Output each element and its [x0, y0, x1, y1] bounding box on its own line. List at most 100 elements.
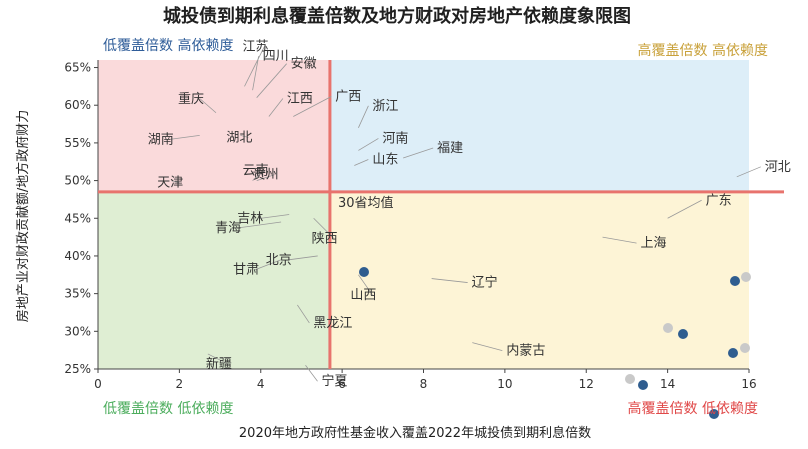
- y-tick-label: 50%: [64, 174, 91, 188]
- quadrant-top-right: [329, 60, 749, 192]
- average-dividers: [98, 60, 784, 369]
- quadrant-label-top-left: 低覆盖倍数 高依赖度: [103, 37, 233, 54]
- province-label: 河北: [765, 160, 791, 175]
- province-label: 湖南: [148, 131, 174, 147]
- province-label: 甘肃: [233, 263, 259, 278]
- province-label: 黑龙江: [313, 316, 352, 331]
- leader-line: [293, 96, 332, 117]
- y-tick-label: 65%: [64, 61, 91, 75]
- x-tick-label: 0: [94, 377, 102, 391]
- leader-line: [431, 278, 468, 283]
- quadrant-top-left: [98, 60, 330, 192]
- leader-line: [237, 221, 282, 229]
- leader-line: [207, 353, 229, 365]
- decorative-dot: [678, 329, 688, 339]
- x-tick-label: 6: [338, 377, 346, 391]
- province-label: 江西: [287, 92, 313, 107]
- decorative-dot: [741, 272, 751, 282]
- decorative-dot: [709, 409, 719, 419]
- province-label: 重庆: [178, 91, 204, 107]
- chart-title: 城投债到期利息覆盖倍数及地方财政对房地产依赖度象限图: [163, 5, 631, 27]
- quadrant-backgrounds: [98, 60, 749, 369]
- province-label: 江苏: [242, 38, 268, 54]
- leader-line: [602, 236, 637, 244]
- decorative-dot: [625, 374, 635, 384]
- province-label: 辽宁: [472, 275, 498, 291]
- x-tick-label: 12: [579, 377, 594, 391]
- province-label: 贵州: [253, 168, 279, 183]
- quadrant-label-bottom-right: 高覆盖倍数 低依赖度: [628, 400, 758, 417]
- average-label: 30省均值: [338, 195, 394, 211]
- leader-line: [169, 134, 200, 140]
- province-label: 新疆: [206, 356, 232, 372]
- leader-line: [297, 304, 310, 324]
- leader-line: [259, 214, 290, 219]
- leader-line: [268, 98, 284, 117]
- leader-line: [287, 255, 318, 261]
- leader-line: [472, 342, 503, 352]
- province-label: 福建: [437, 141, 463, 156]
- leader-line: [254, 259, 282, 271]
- leader-line: [252, 56, 260, 91]
- leader-line: [199, 98, 217, 114]
- decorative-dot: [663, 323, 673, 333]
- province-label: 山西: [350, 288, 376, 303]
- x-tick-label: 4: [257, 377, 265, 391]
- decorative-dot: [638, 380, 648, 390]
- province-label: 湖北: [226, 130, 252, 145]
- province-label: 安徽: [291, 57, 317, 72]
- leader-line: [358, 105, 369, 128]
- province-label: 山东: [372, 153, 398, 168]
- x-tick-label: 16: [741, 377, 756, 391]
- leader-line: [240, 134, 249, 138]
- province-label: 浙江: [372, 99, 398, 114]
- province-label: 北京: [266, 253, 292, 268]
- x-tick-label: 8: [420, 377, 428, 391]
- quadrant-label-top-right: 高覆盖倍数 高依赖度: [638, 42, 768, 59]
- leader-line: [256, 63, 287, 98]
- province-label: 上海: [641, 236, 667, 251]
- decorative-dots: [625, 272, 751, 419]
- decorative-dot: [728, 348, 738, 358]
- province-label: 云南: [243, 163, 269, 179]
- decorative-dot: [730, 276, 740, 286]
- leader-line: [736, 166, 761, 178]
- leader-line: [403, 147, 434, 159]
- province-label: 四川: [263, 49, 289, 64]
- leader-line: [667, 199, 702, 219]
- province-label: 天津: [157, 176, 183, 191]
- quadrant-bottom-left: [98, 191, 330, 369]
- province-points: [169, 46, 761, 382]
- y-axis-label: 房地产业对财政贡献额/地方政府财力: [15, 110, 31, 322]
- leader-line: [305, 364, 318, 382]
- y-tick-label: 60%: [64, 98, 91, 112]
- province-label: 陕西: [312, 231, 338, 246]
- leader-line: [244, 46, 265, 87]
- leader-line: [252, 170, 265, 181]
- quadrant-bottom-right: [329, 191, 749, 369]
- y-tick-label: 40%: [64, 249, 91, 263]
- province-label: 河南: [382, 130, 408, 146]
- province-label: 吉林: [237, 212, 263, 227]
- y-tick-label: 30%: [64, 324, 91, 338]
- y-tick-label: 35%: [64, 287, 91, 301]
- leader-line: [358, 274, 373, 296]
- x-tick-label: 10: [497, 377, 512, 391]
- province-label: 内蒙古: [506, 343, 545, 359]
- province-label: 宁夏: [322, 373, 348, 389]
- highlight-point: [359, 267, 369, 277]
- quadrant-label-bottom-left: 低覆盖倍数 低依赖度: [103, 401, 233, 417]
- axes: 0 2 4 6 8 10 12 14 16 25% 30% 35% 40% 45% 50% 55% 60% 65%: [64, 60, 757, 391]
- province-label: 广西: [335, 90, 361, 105]
- x-axis-label: 2020年地方政府性基金收入覆盖2022年城投债到期利息倍数: [239, 425, 591, 441]
- leader-line: [313, 217, 334, 239]
- leader-line: [256, 174, 275, 181]
- leader-line: [171, 180, 180, 183]
- x-tick-label: 2: [176, 377, 184, 391]
- leader-line: [354, 159, 369, 166]
- y-tick-label: 55%: [64, 136, 91, 150]
- x-tick-label: 14: [660, 377, 675, 391]
- y-tick-label: 25%: [64, 362, 91, 376]
- leader-line: [358, 138, 379, 151]
